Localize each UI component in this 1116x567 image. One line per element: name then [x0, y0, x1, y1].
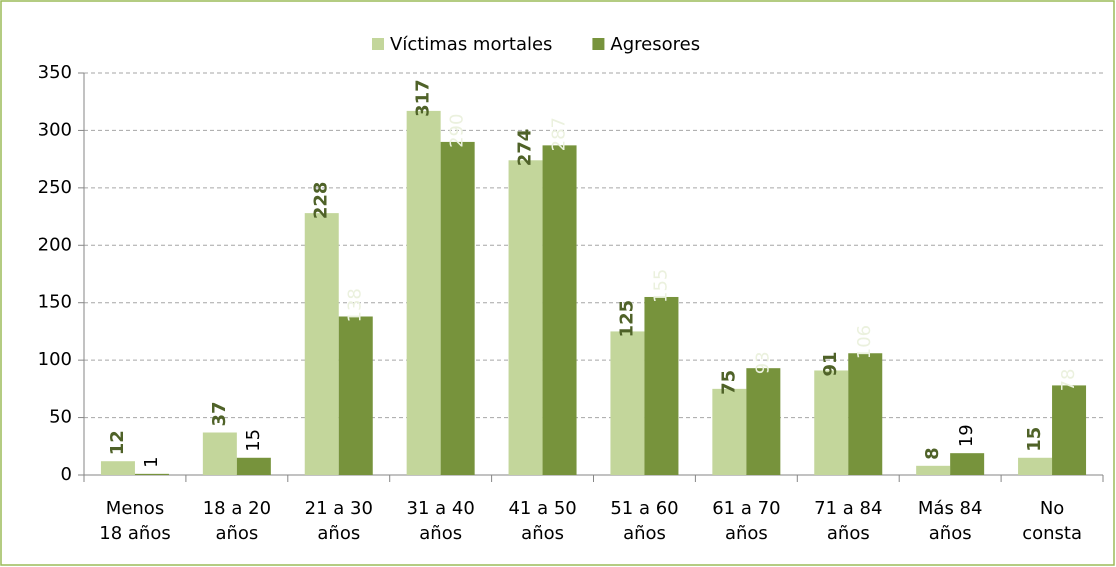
bar — [134, 473, 169, 475]
bar — [304, 213, 339, 475]
data-label: 106 — [854, 325, 875, 359]
data-label: 37 — [209, 401, 230, 426]
bar — [508, 160, 543, 475]
y-tick-label: 350 — [38, 62, 72, 83]
bar — [916, 465, 951, 475]
bar — [644, 296, 679, 475]
y-tick-label: 0 — [61, 464, 72, 485]
y-tick-label: 100 — [38, 349, 72, 370]
bar — [338, 316, 373, 475]
bar — [610, 331, 645, 475]
data-label: 125 — [616, 300, 637, 338]
y-tick-label: 200 — [38, 234, 72, 255]
bar — [236, 457, 271, 475]
legend-label: Víctimas mortales — [390, 34, 552, 55]
bar — [202, 432, 237, 475]
bar — [1052, 385, 1087, 475]
bar — [950, 453, 985, 475]
legend-swatch — [372, 38, 384, 50]
bar — [848, 353, 883, 475]
x-tick-label: 61 a 70 años — [712, 498, 781, 544]
x-tick-label: 41 a 50 años — [508, 498, 577, 544]
bar — [746, 368, 781, 475]
y-tick-label: 150 — [38, 292, 72, 313]
data-label: 274 — [515, 129, 536, 167]
bar — [712, 388, 747, 475]
x-tick-label: Más 84 años — [917, 498, 983, 544]
bar — [406, 110, 441, 475]
x-tick-label: 18 a 20 años — [202, 498, 272, 544]
bar — [542, 145, 577, 476]
data-label: 155 — [650, 269, 671, 303]
bar — [814, 370, 849, 475]
data-label: 287 — [549, 117, 570, 151]
data-label: 228 — [311, 182, 332, 220]
data-label: 290 — [447, 114, 468, 148]
bar — [440, 141, 475, 475]
data-label: 91 — [820, 351, 841, 376]
x-tick-label: No consta — [1022, 498, 1082, 544]
bar — [100, 461, 135, 475]
data-label: 8 — [922, 447, 943, 460]
y-tick-label: 300 — [38, 119, 72, 140]
x-tick-label: 51 a 60 años — [610, 498, 679, 544]
data-label: 1 — [141, 456, 162, 467]
x-tick-label: 71 a 84 años — [814, 498, 883, 544]
legend-label: Agresores — [610, 34, 700, 55]
data-label: 138 — [345, 288, 366, 322]
y-tick-label: 250 — [38, 177, 72, 198]
data-label: 19 — [956, 424, 977, 447]
data-label: 78 — [1058, 369, 1079, 392]
bar — [1018, 457, 1053, 475]
data-label: 15 — [1024, 427, 1045, 452]
data-label: 75 — [718, 370, 739, 395]
legend-swatch — [592, 38, 605, 50]
data-label: 317 — [413, 79, 434, 117]
x-tick-label: 21 a 30 años — [304, 498, 373, 544]
data-label: 93 — [752, 351, 773, 374]
data-label: 15 — [243, 429, 264, 452]
x-tick-label: 31 a 40 años — [406, 498, 475, 544]
data-label: 12 — [107, 430, 128, 455]
x-tick-label: Menos 18 años — [99, 498, 171, 544]
y-tick-label: 50 — [49, 407, 72, 428]
